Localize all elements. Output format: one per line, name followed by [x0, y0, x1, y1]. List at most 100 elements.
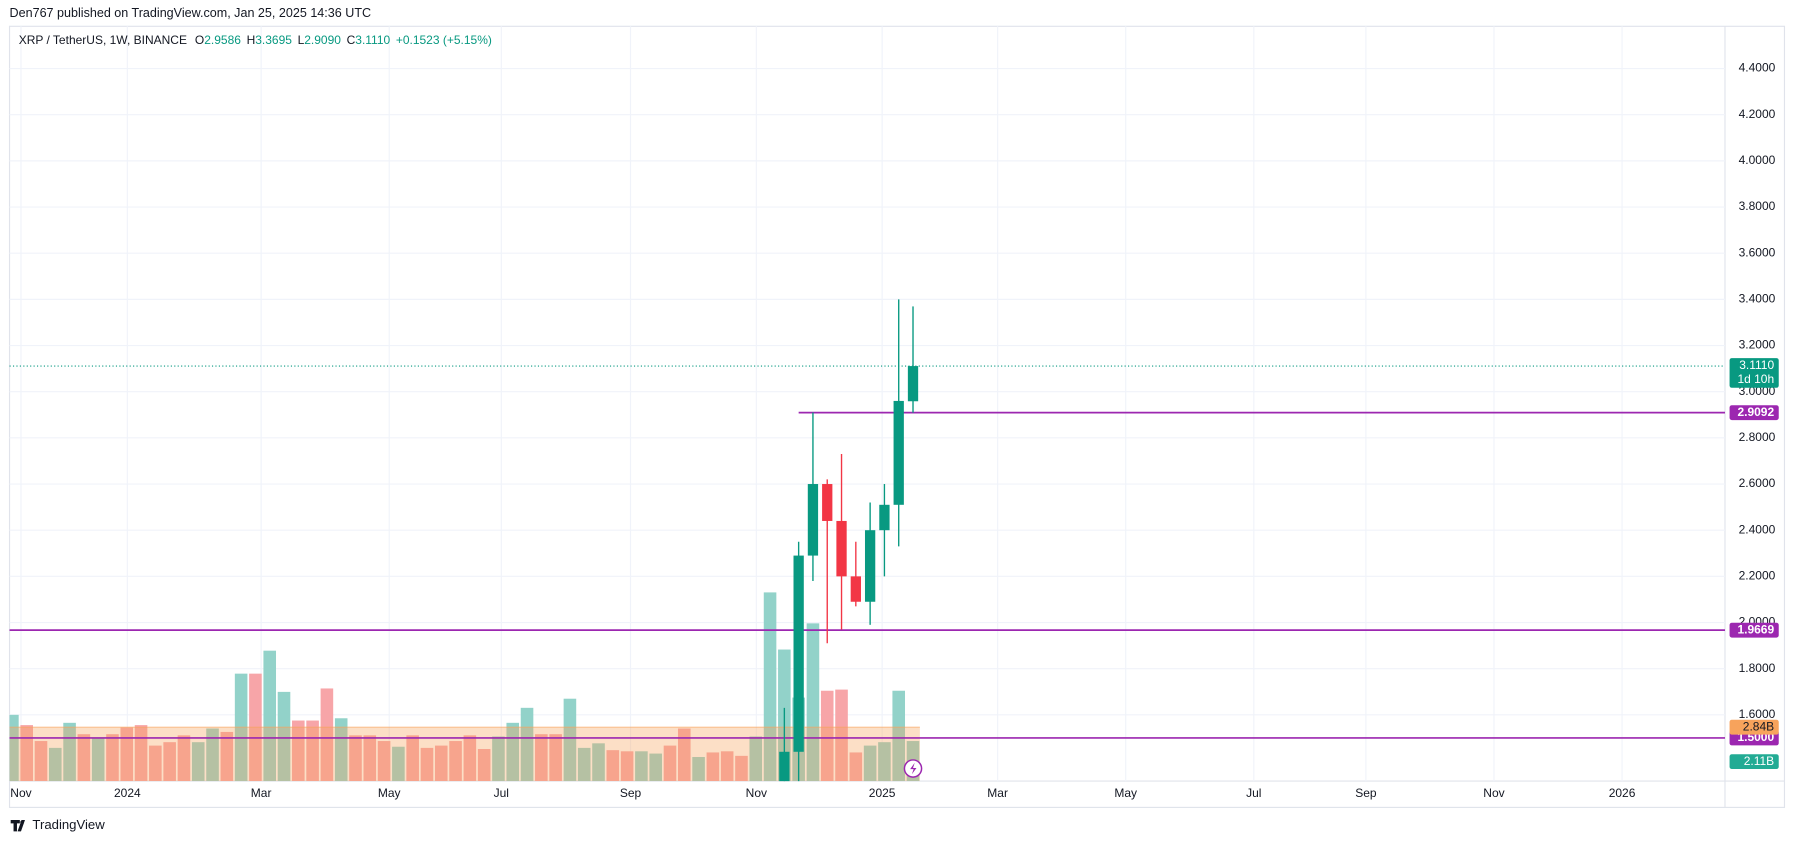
volume-bar — [620, 751, 634, 782]
volume-bar — [191, 742, 205, 782]
legend-key: C — [347, 33, 356, 47]
volume-bar — [735, 755, 748, 782]
volume-bar — [863, 745, 877, 782]
volume-bar — [492, 736, 505, 782]
x-tick-label: Sep — [620, 786, 642, 800]
volume-bar — [220, 731, 234, 782]
x-tick-label: May — [378, 786, 401, 800]
volume-bar — [549, 734, 562, 782]
candle-body — [893, 400, 904, 505]
candle-body — [907, 366, 919, 402]
volume-bar — [592, 743, 605, 782]
y-tick-label: 3.6000 — [1739, 245, 1776, 259]
volume-bar — [878, 742, 891, 782]
volume-pane — [9, 592, 920, 782]
volume-bar — [434, 745, 448, 782]
volume-last-tag-bg — [1729, 754, 1779, 770]
axes: Nov 2024 Mar May Jul Sep Nov 2025 Mar May Jul Sep No… — [10, 61, 1775, 800]
candle-body — [807, 484, 819, 556]
footer-logo — [10, 819, 25, 832]
volume-bar — [806, 623, 820, 782]
volume-bar — [263, 650, 277, 782]
y-tick-label: 1.6000 — [1739, 707, 1776, 721]
candle-body — [822, 484, 833, 521]
volume-bar — [706, 752, 720, 782]
x-tick-label: Sep — [1355, 786, 1377, 800]
y-tick-label: 3.8000 — [1739, 199, 1776, 213]
volume-bar — [48, 747, 62, 782]
volume-bar — [449, 741, 462, 782]
last-price-tag-bg — [1729, 358, 1779, 388]
volume-bar — [320, 688, 334, 782]
legend-key: L — [298, 33, 305, 47]
volume-bar — [277, 691, 291, 782]
candle-body — [836, 520, 847, 577]
volume-bar — [420, 747, 434, 782]
x-tick-label: 2026 — [1609, 786, 1636, 800]
volume-bar — [692, 756, 705, 782]
y-tick-label: 4.2000 — [1739, 107, 1776, 121]
candles — [779, 299, 919, 782]
byline: Den767 published on TradingView.com, Jan… — [10, 6, 372, 20]
volume-bar — [677, 728, 691, 782]
volume-bar — [477, 749, 491, 782]
volume-bar — [563, 698, 577, 782]
y-tick-label: 2.4000 — [1739, 522, 1776, 536]
volume-bar — [349, 735, 362, 782]
candle-body — [879, 504, 890, 531]
chart-frame — [8, 25, 1786, 808]
y-tick-label: 4.4000 — [1739, 61, 1776, 75]
volume-bar — [292, 720, 305, 782]
volume-bar — [835, 689, 848, 782]
y-tick-label: 1.8000 — [1739, 661, 1776, 675]
event-icon — [903, 759, 923, 778]
candle-body — [779, 751, 790, 782]
legend-value: 3.3695 — [255, 33, 292, 47]
volume-bar — [377, 741, 391, 782]
y-tick-label: 2.8000 — [1739, 430, 1776, 444]
countdown-label: 1d 10h — [1737, 372, 1774, 386]
volume-bar — [77, 734, 91, 782]
x-tick-label: Nov — [10, 786, 31, 800]
volume-bar — [849, 752, 863, 782]
volume-bar — [20, 725, 33, 782]
x-tick-label: May — [1114, 786, 1137, 800]
volume-bar — [535, 734, 548, 782]
x-tick-label: Jul — [1246, 786, 1261, 800]
x-tick-label: 2024 — [114, 786, 141, 800]
volume-bar — [649, 753, 662, 782]
volume-bar — [749, 736, 763, 782]
volume-bar — [34, 741, 48, 782]
level-label: 1.9669 — [1737, 622, 1774, 636]
volume-bar — [163, 742, 176, 782]
volume-bar — [134, 725, 148, 782]
level-label: 2.9092 — [1737, 405, 1774, 419]
footer-brand: TradingView — [32, 817, 105, 832]
y-tick-label: 3.4000 — [1739, 292, 1776, 306]
grid — [9, 26, 1725, 782]
y-tick-label: 2.6000 — [1739, 476, 1776, 490]
x-tick-label: Mar — [987, 786, 1008, 800]
x-tick-label: Nov — [1483, 786, 1504, 800]
volume-last-label: 2.11B — [1744, 754, 1774, 768]
volume-bar — [91, 737, 105, 782]
volume-bar — [606, 750, 620, 782]
legend: XRP / TetherUS, 1W, BINANCE O2.9586 H3.3… — [19, 33, 492, 47]
volume-bar — [635, 751, 648, 782]
volume-bar — [820, 690, 834, 782]
x-tick-label: Nov — [746, 786, 767, 800]
y-tick-label: 4.0000 — [1739, 153, 1776, 167]
volume-bar — [406, 735, 419, 782]
volume-bar — [892, 690, 906, 782]
volume-bar — [577, 747, 591, 782]
legend-change: +0.1523 (+5.15%) — [396, 33, 492, 47]
volume-ma-label: 2.84B — [1743, 719, 1774, 733]
x-tick-label: Jul — [494, 786, 509, 800]
volume-ma-area — [9, 727, 920, 782]
last-price-label: 3.1110 — [1739, 358, 1774, 372]
legend-value: 3.1110 — [355, 33, 390, 47]
volume-bar — [206, 728, 219, 782]
